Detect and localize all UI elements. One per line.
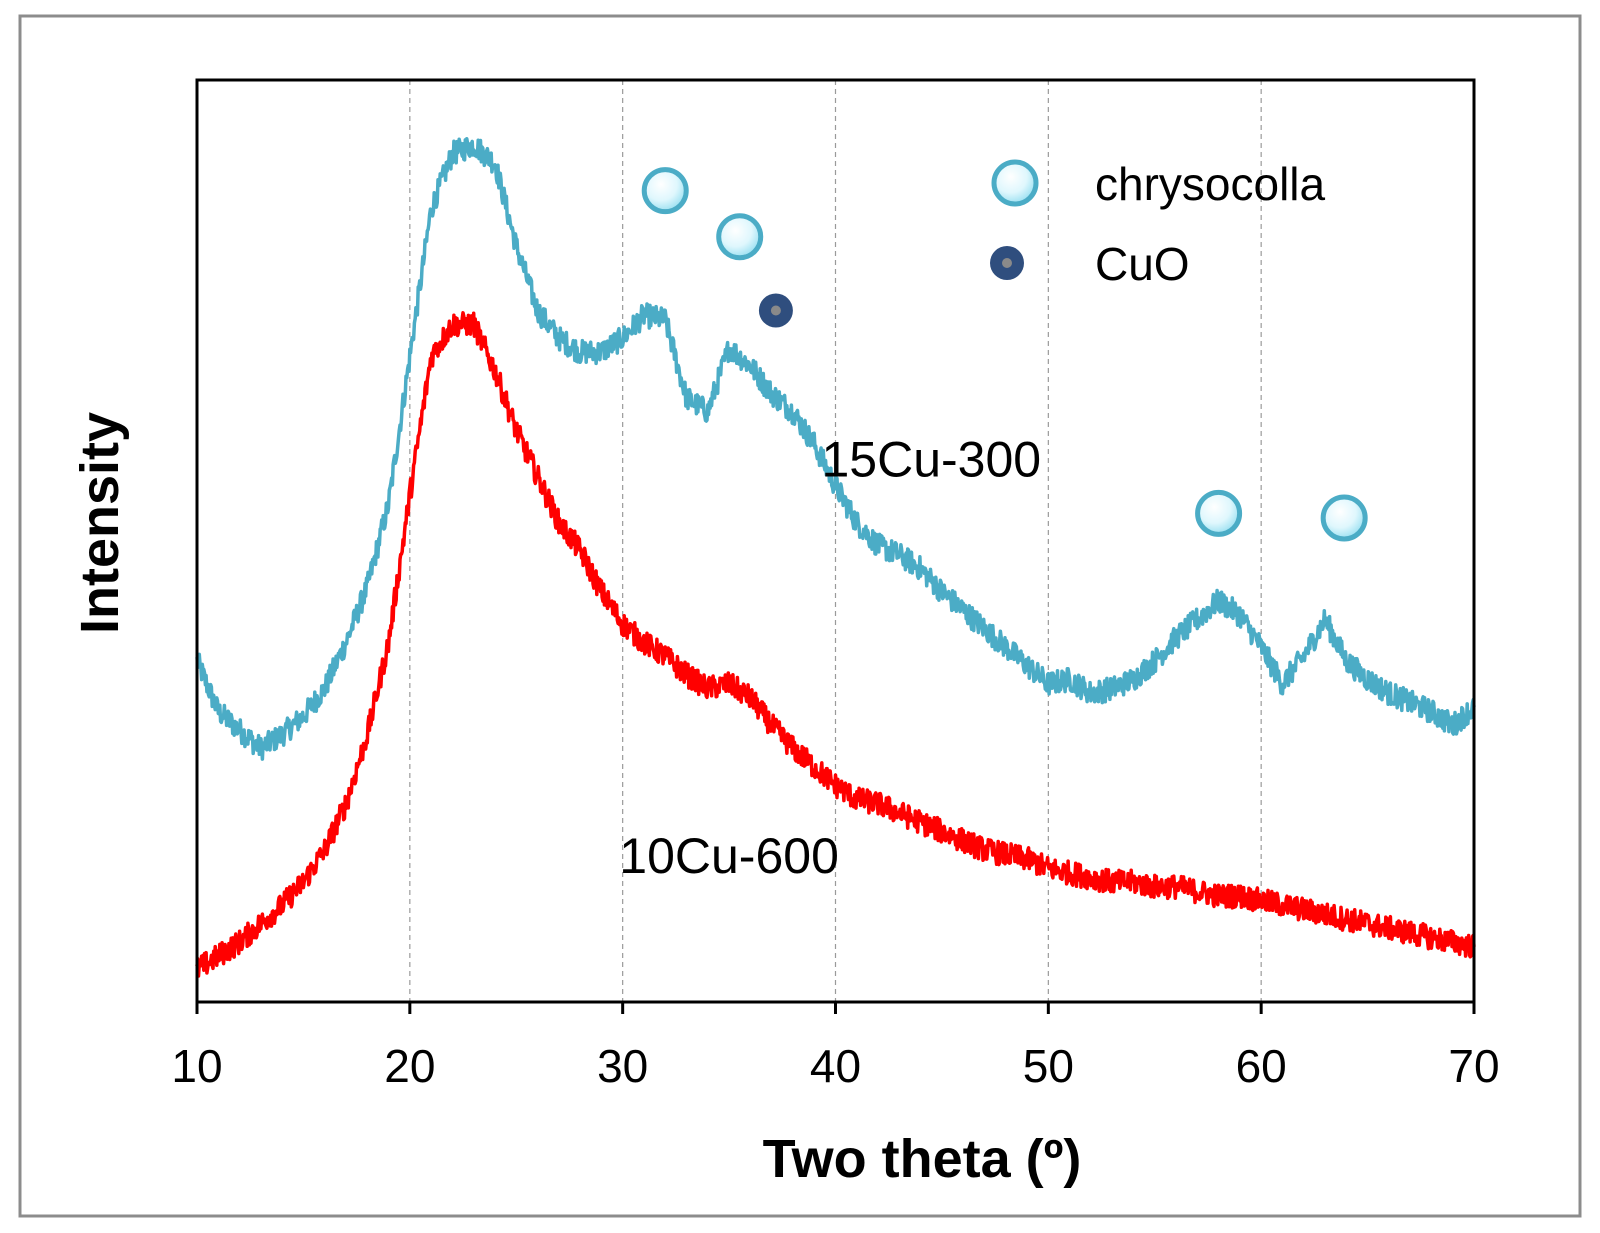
chrysocolla-peak-marker [1195, 489, 1243, 537]
chrysocolla-peak-marker [1320, 494, 1368, 542]
chrysocolla-peak-marker [641, 167, 689, 215]
series-line-10cu-600 [195, 311, 1476, 978]
gridlines [409, 80, 1262, 1002]
cuo-peak-marker-center [770, 305, 781, 316]
x-tick-label: 30 [597, 1040, 648, 1092]
series-line-15cu-300 [195, 137, 1476, 761]
x-axis-title: Two theta (º) [763, 1129, 1082, 1189]
outer-frame [18, 14, 1582, 1218]
legend: chrysocolla CuO [990, 158, 1326, 290]
x-tick-label: 60 [1236, 1040, 1287, 1092]
y-axis-title: Intensity [70, 412, 130, 634]
series-layer [195, 137, 1476, 978]
legend-label-cuo: CuO [1095, 238, 1190, 290]
phase-markers [641, 167, 1368, 542]
x-tick-label: 70 [1448, 1040, 1499, 1092]
legend-chrysocolla-marker [991, 159, 1039, 207]
x-ticks: 10 20 30 40 50 60 70 [171, 1002, 1500, 1092]
series-label-15cu-300: 15Cu-300 [821, 431, 1041, 487]
x-tick-label: 10 [171, 1040, 222, 1092]
x-tick-label: 20 [384, 1040, 435, 1092]
legend-cuo-marker-center [1002, 258, 1012, 268]
chrysocolla-peak-marker [716, 213, 764, 261]
series-label-10cu-600: 10Cu-600 [619, 828, 839, 884]
x-tick-label: 50 [1023, 1040, 1074, 1092]
legend-label-chrysocolla: chrysocolla [1095, 158, 1326, 210]
x-tick-label: 40 [810, 1040, 861, 1092]
